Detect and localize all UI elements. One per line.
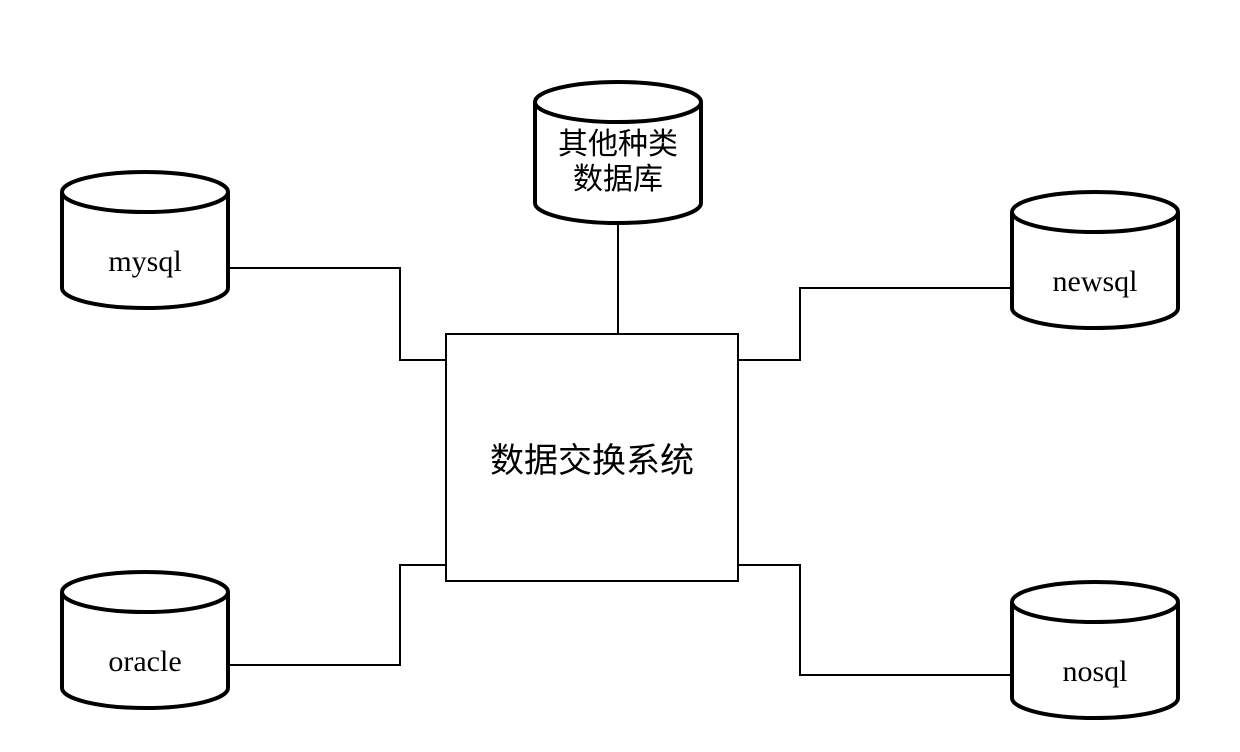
db-cylinder-shape bbox=[1010, 580, 1180, 720]
db-cylinder-newsql: newsql bbox=[1010, 190, 1180, 330]
diagram-canvas: 数据交换系统 mysql oracle 其他种类 数据库 newsql nosql bbox=[0, 0, 1240, 752]
db-cylinder-shape bbox=[60, 570, 230, 710]
db-cylinder-other: 其他种类 数据库 bbox=[533, 80, 703, 225]
db-cylinder-shape bbox=[1010, 190, 1180, 330]
edge-nosql bbox=[735, 565, 1010, 675]
db-cylinder-label-nosql: nosql bbox=[1010, 655, 1180, 690]
db-cylinder-oracle: oracle bbox=[60, 570, 230, 710]
center-system-box: 数据交换系统 bbox=[445, 333, 739, 582]
db-cylinder-nosql: nosql bbox=[1010, 580, 1180, 720]
edge-oracle bbox=[230, 565, 445, 665]
edge-newsql bbox=[735, 288, 1010, 360]
db-cylinder-shape bbox=[60, 170, 230, 310]
edge-mysql bbox=[230, 268, 445, 360]
db-cylinder-label-other: 其他种类 数据库 bbox=[533, 128, 703, 197]
db-cylinder-label-oracle: oracle bbox=[60, 645, 230, 680]
db-cylinder-label-newsql: newsql bbox=[1010, 265, 1180, 300]
db-cylinder-mysql: mysql bbox=[60, 170, 230, 310]
db-cylinder-label-mysql: mysql bbox=[60, 245, 230, 280]
center-system-label: 数据交换系统 bbox=[490, 433, 694, 482]
